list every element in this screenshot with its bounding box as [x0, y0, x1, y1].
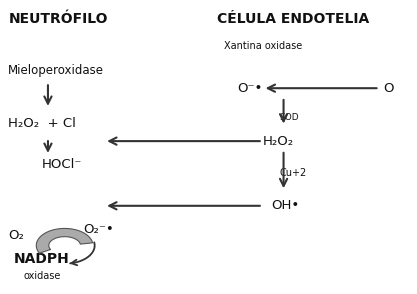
Text: Xantina oxidase: Xantina oxidase [224, 41, 302, 51]
Polygon shape [36, 228, 93, 253]
Text: SOD: SOD [279, 113, 299, 122]
Text: O₂: O₂ [8, 229, 24, 242]
Text: H₂O₂  + Cl: H₂O₂ + Cl [8, 117, 76, 130]
Text: CÉLULA ENDOTELIA: CÉLULA ENDOTELIA [217, 12, 369, 26]
Text: Cu+2: Cu+2 [279, 168, 306, 178]
Text: NADPH: NADPH [14, 252, 70, 266]
Text: O₂⁻•: O₂⁻• [83, 223, 114, 236]
Text: O⁻•: O⁻• [238, 82, 263, 95]
Text: H₂O₂: H₂O₂ [263, 135, 294, 148]
Text: OH•: OH• [271, 199, 299, 212]
Text: NEUTRÓFILO: NEUTRÓFILO [8, 12, 108, 26]
Text: oxidase: oxidase [23, 271, 60, 281]
Text: Mieloperoxidase: Mieloperoxidase [8, 64, 104, 77]
Text: O: O [384, 82, 394, 95]
Text: HOCl⁻: HOCl⁻ [42, 158, 82, 171]
